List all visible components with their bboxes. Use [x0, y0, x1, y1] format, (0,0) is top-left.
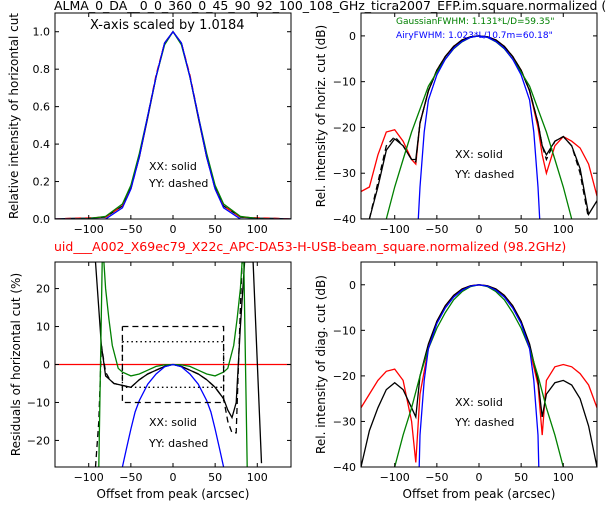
p3-ytick-label: −10: [27, 396, 50, 409]
p4-xtick-label: −100: [380, 471, 410, 484]
p2-legend-yy: YY: dashed: [454, 168, 514, 181]
p2-ytick-label: −30: [333, 167, 356, 180]
p2-xtick-label: −100: [380, 223, 410, 236]
p4-xtick-label: 0: [476, 471, 483, 484]
p2-ytick-label: −10: [333, 76, 356, 89]
p3-xtick-label: 50: [208, 471, 222, 484]
p3-ytick-label: 20: [36, 283, 50, 296]
p2-xtick-label: 100: [553, 223, 574, 236]
p4-series-1-black: [361, 284, 597, 467]
p1-xtick-label: −50: [119, 223, 142, 236]
p1-annotation: X-axis scaled by 1.0184: [90, 18, 245, 33]
p4-ytick-label: −20: [333, 370, 356, 383]
panel-horizontal-cut-db: −100 −50 0 50 100 0 −10 −20 −30 −40 Rel. intensity…: [314, 12, 598, 236]
p1-legend-yy: YY: dashed: [148, 177, 208, 190]
p1-series-2-green: [55, 30, 291, 219]
p4-ytick-label: −40: [333, 461, 356, 474]
p3-legend-xx: XX: solid: [149, 416, 197, 429]
p2-series-group: [361, 35, 597, 219]
p1-series-1-red: [55, 30, 291, 219]
p4-legend-yy: YY: dashed: [454, 416, 514, 429]
mid-title: uid___A002_X69ec79_X22c_APC-DA53-H-USB-b…: [54, 239, 566, 254]
panel-horizontal-cut-linear: −100 −50 0 50 100 0.0 0.2 0.4 0.6 0.8 1.0 Relative …: [7, 12, 292, 236]
p3-ytick-label: 0: [43, 359, 50, 372]
p4-ylabel: Rel. intensity of diag. cut (dB): [314, 275, 328, 454]
p2-ytick-label: −40: [333, 213, 356, 226]
p3-series-group: [55, 262, 291, 467]
p1-ytick-label: 0.6: [33, 101, 51, 114]
p4-series-group: [361, 284, 597, 467]
p3-xlabel: Offset from peak (arcsec): [97, 487, 250, 501]
p2-xtick-label: −50: [425, 223, 448, 236]
p1-series-group: [55, 30, 291, 219]
p2-series-4-blue: [417, 35, 541, 219]
p2-series-1-black: [361, 35, 597, 219]
p3-ylabel: Residuals of horizontal cut (%): [9, 273, 23, 456]
p1-ylabel: Relative intensity of horizontal cut: [7, 13, 21, 219]
p1-xtick-label: 100: [247, 223, 268, 236]
p2-legend-xx: XX: solid: [455, 148, 503, 161]
panel-diagonal-cut-db: −100 −50 0 50 100 0 −10 −20 −30 −40 Rel. intensity…: [314, 261, 598, 501]
p2-xtick-label: 50: [514, 223, 528, 236]
p4-xtick-label: 50: [514, 471, 528, 484]
p1-legend-xx: XX: solid: [149, 160, 197, 173]
p3-legend-yy: YY: dashed: [148, 437, 208, 450]
p3-xtick-label: 100: [247, 471, 268, 484]
p3-series-5-black: [121, 325, 225, 404]
p3-xtick-label: 0: [170, 471, 177, 484]
p4-xtick-label: 100: [553, 471, 574, 484]
p1-ytick-label: 0.0: [33, 213, 51, 226]
p3-xtick-label: −50: [119, 471, 142, 484]
p1-ytick-label: 0.8: [33, 63, 51, 76]
p3-ytick-label: −20: [27, 434, 50, 447]
p3-xtick-label: −100: [74, 471, 104, 484]
p4-xtick-label: −50: [425, 471, 448, 484]
p2-axes-frame: [360, 12, 598, 220]
p1-xtick-label: −100: [74, 223, 104, 236]
p3-series-4-blue: [121, 363, 225, 467]
p1-xtick-label: 50: [208, 223, 222, 236]
p4-legend-xx: XX: solid: [455, 396, 503, 409]
p2-series-2-black: [368, 35, 590, 219]
p2-series-3-green: [385, 35, 573, 219]
p2-ylabel: Rel. intensity of horiz. cut (dB): [314, 25, 328, 207]
p2-ytick-label: 0: [349, 30, 356, 43]
p4-series-3-blue: [418, 284, 540, 467]
p3-ytick-label: 10: [36, 321, 50, 334]
p2-fwhm-gaussian: GaussianFWHM: 1.131*L/D=59.35": [396, 17, 554, 27]
p1-xtick-label: 0: [170, 223, 177, 236]
p4-series-0-red: [361, 284, 597, 463]
p1-series-0-black: [55, 30, 291, 219]
p2-xtick-label: 0: [476, 223, 483, 236]
p1-series-3-blue: [55, 30, 291, 219]
top-title: ALMA_0_DA__0_0_360_0_45_90_92_100_108_GH…: [54, 0, 606, 13]
p4-ytick-label: −10: [333, 324, 356, 337]
p2-ytick-label: −20: [333, 121, 356, 134]
p4-ytick-label: −30: [333, 415, 356, 428]
p1-ytick-label: 0.2: [33, 176, 51, 189]
p1-ytick-label: 0.4: [33, 138, 51, 151]
p1-ytick-label: 1.0: [33, 26, 51, 39]
p2-fwhm-airy: AiryFWHM: 1.023*L/10.7m=60.18": [396, 31, 553, 41]
p4-ytick-label: 0: [349, 279, 356, 292]
p4-xlabel: Offset from peak (arcsec): [403, 487, 556, 501]
